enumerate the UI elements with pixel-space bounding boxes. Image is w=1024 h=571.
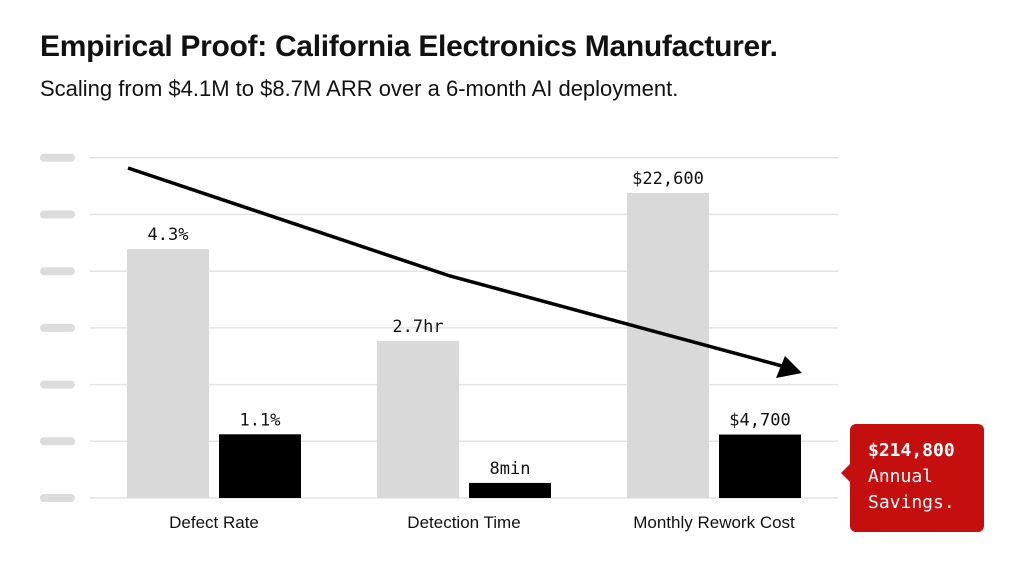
bar (469, 482, 551, 498)
savings-value: $214,800 (868, 440, 955, 461)
bar (377, 341, 459, 498)
x-tick-label: Defect Rate (169, 513, 259, 532)
bar (627, 193, 709, 498)
y-tick-placeholder (40, 153, 75, 162)
savings-label-1: Annual (868, 466, 934, 487)
y-tick-placeholder (40, 437, 75, 446)
savings-label-2: Savings. (868, 492, 955, 513)
y-tick-placeholder (40, 323, 75, 332)
y-tick-placeholder (40, 210, 75, 219)
data-label: 1.1% (240, 410, 281, 430)
page-title: Empirical Proof: California Electronics … (40, 30, 778, 63)
bar (219, 434, 301, 498)
x-tick-label: Monthly Rework Cost (633, 513, 795, 532)
data-label: 8min (490, 459, 531, 479)
data-label: $22,600 (632, 169, 704, 189)
data-label: 4.3% (148, 225, 189, 245)
bar (719, 434, 801, 498)
page-subtitle: Scaling from $4.1M to $8.7M ARR over a 6… (40, 76, 679, 101)
savings-callout: $214,800 Annual Savings. (841, 424, 984, 532)
y-tick-placeholder (40, 267, 75, 276)
y-tick-placeholder (40, 380, 75, 389)
trend-arrowhead (776, 356, 802, 378)
data-label: 2.7hr (392, 317, 443, 337)
x-tick-label: Detection Time (407, 513, 520, 532)
trend-arrow-line (127, 166, 783, 368)
y-tick-placeholder (40, 494, 75, 502)
bar (127, 249, 209, 498)
data-label: $4,700 (729, 411, 790, 431)
